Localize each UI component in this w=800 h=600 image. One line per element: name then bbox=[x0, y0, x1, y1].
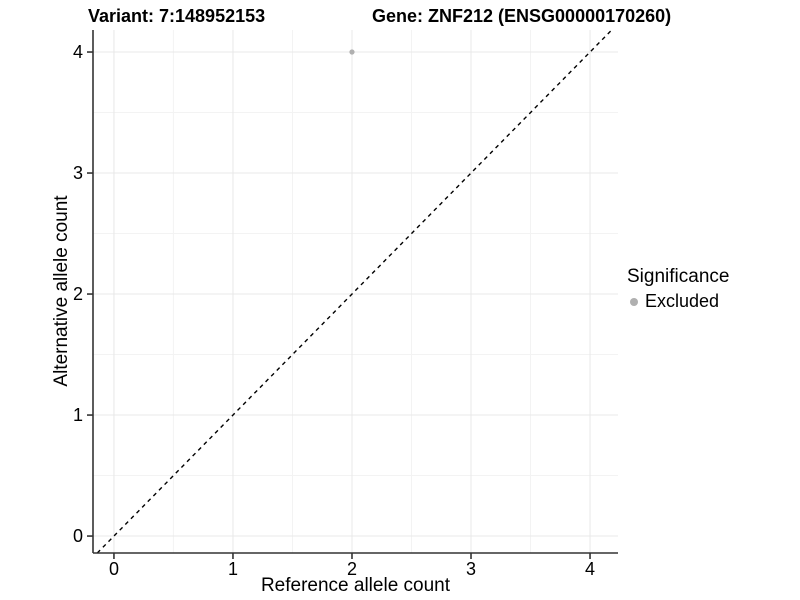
y-tick-label: 3 bbox=[73, 163, 83, 183]
legend: Significance Excluded bbox=[627, 266, 729, 312]
legend-item-excluded: Excluded bbox=[627, 291, 729, 312]
identity-dashed-line bbox=[96, 29, 613, 554]
y-tick-label: 2 bbox=[73, 284, 83, 304]
legend-item-label: Excluded bbox=[645, 291, 720, 311]
x-tick-label: 0 bbox=[109, 559, 119, 579]
x-tick-label: 4 bbox=[585, 559, 595, 579]
y-tick-label: 0 bbox=[73, 526, 83, 546]
x-tick-label: 1 bbox=[228, 559, 238, 579]
y-tick-label: 1 bbox=[73, 405, 83, 425]
plot-title-variant: Variant: 7:148952153 bbox=[88, 6, 266, 26]
x-tick-label: 3 bbox=[466, 559, 476, 579]
legend-title: Significance bbox=[627, 266, 730, 287]
y-tick-label: 4 bbox=[73, 42, 83, 62]
data-point bbox=[349, 49, 355, 55]
plot-title-gene: Gene: ZNF212 (ENSG00000170260) bbox=[372, 6, 672, 26]
x-axis-title: Reference allele count bbox=[260, 575, 451, 596]
legend-point-icon bbox=[630, 297, 638, 306]
x-tick-label: 2 bbox=[347, 559, 357, 579]
